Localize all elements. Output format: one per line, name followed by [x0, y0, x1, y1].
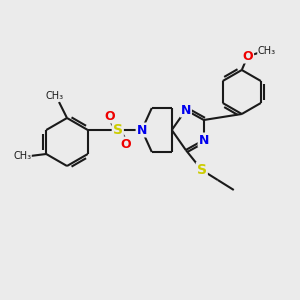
- Text: N: N: [181, 103, 191, 116]
- Text: CH₃: CH₃: [46, 91, 64, 101]
- Text: N: N: [136, 124, 147, 136]
- Text: S: S: [113, 123, 123, 137]
- Text: S: S: [197, 163, 207, 177]
- Text: O: O: [242, 50, 253, 62]
- Text: O: O: [121, 137, 131, 151]
- Text: CH₃: CH₃: [258, 46, 276, 56]
- Text: CH₃: CH₃: [13, 151, 31, 161]
- Text: O: O: [104, 110, 115, 122]
- Text: N: N: [199, 134, 209, 146]
